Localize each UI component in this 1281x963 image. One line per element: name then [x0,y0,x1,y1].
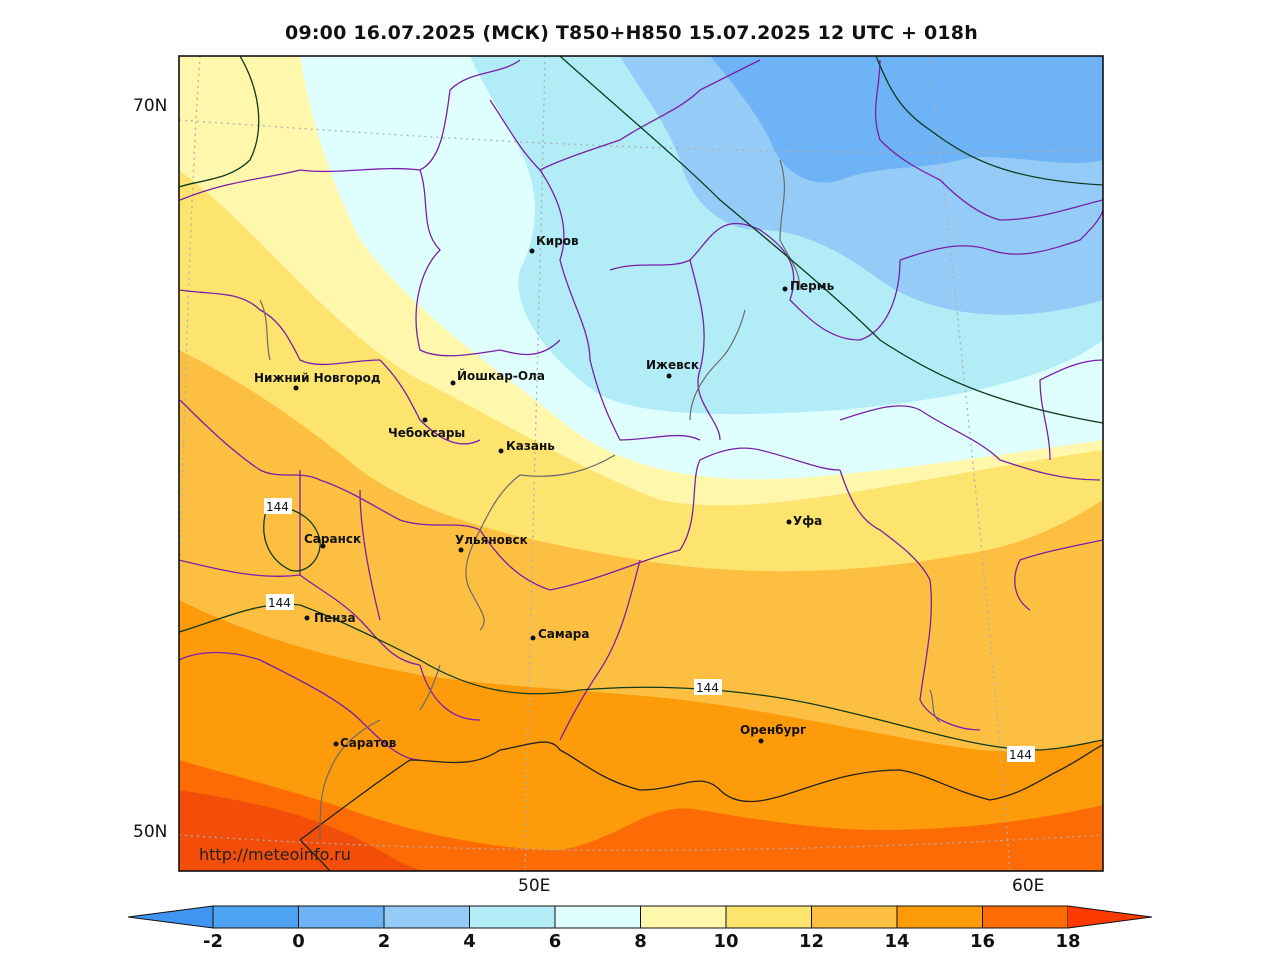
colorbar-segment [982,905,1069,929]
city-label-ulyanovsk: Ульяновск [455,533,528,547]
city-dot-penza [304,615,310,621]
city-label-kirov: Киров [536,234,579,248]
colorbar-tick-label: 10 [713,931,739,952]
city-dot-ufa [786,519,792,525]
city-label-kazan: Казань [506,439,555,453]
city-dot-nizhny [293,385,299,391]
colorbar-tick-label: 12 [798,931,825,952]
lon-label-60e: 60E [1012,876,1045,896]
city-label-ufa: Уфа [793,514,822,528]
svg-text:144: 144 [268,596,291,610]
colorbar-segment [896,905,983,929]
city-dot-orenburg [758,738,764,744]
colorbar-segment [811,905,898,929]
city-dot-saratov [333,741,339,747]
city-label-saratov: Саратов [340,736,397,750]
city-dot-samara [530,635,536,641]
city-label-penza: Пенза [314,611,356,625]
city-label-izhevsk: Ижевск [646,358,699,372]
city-dot-saransk [320,543,326,549]
city-dot-ulyanovsk [458,547,464,553]
colorbar-segment [212,905,299,929]
colorbar-segment [640,905,727,929]
graticule [179,56,1103,871]
colorbar-tick-label: 4 [463,931,476,952]
city-label-perm: Пермь [790,279,835,293]
lat-label-70n: 70N [133,96,168,116]
city-dot-yoshkar [450,380,456,386]
lon-label-50e: 50E [518,876,551,896]
colorbar-segment [383,905,470,929]
colorbar-segment [469,905,556,929]
map-title: 09:00 16.07.2025 (МСК) T850+H850 15.07.2… [285,22,978,44]
colorbar-tick-label: -2 [203,931,223,952]
city-label-cheboksary: Чебоксары [388,426,465,440]
cities: Киров Пермь Нижний Новгород Йошкар-Ола И… [254,234,835,750]
watermark: http://meteoinfo.ru [199,845,351,864]
colorbar [127,905,1153,929]
colorbar-tick-label: 14 [884,931,910,952]
temperature-fill: 144 144 144 144 Киров Пермь Нижний Новго… [179,56,1103,871]
city-label-orenburg: Оренбург [740,723,806,737]
height-contours [179,56,1103,751]
colorbar-tick-label: 8 [634,931,647,952]
colorbar-segment [298,905,385,929]
country-border [299,741,1103,841]
svg-text:144: 144 [1009,748,1032,762]
city-label-saransk: Саранск [304,532,361,546]
rivers [259,159,941,841]
colorbar-tick-label: 6 [548,931,562,952]
colorbar-tick-label: 18 [1055,931,1081,952]
contour-labels: 144 144 144 144 [264,498,1035,762]
city-dot-izhevsk [666,373,672,379]
city-label-nizhny: Нижний Новгород [254,371,381,385]
map-frame [178,55,1104,872]
colorbar-segment [554,905,641,929]
city-dot-kazan [498,448,504,454]
region-borders [179,59,1103,761]
colorbar-tick-label: 16 [969,931,996,952]
colorbar-right-arrow [1068,906,1152,928]
city-dot-cheboksary [422,417,428,423]
svg-text:144: 144 [696,681,719,695]
city-dot-perm [782,286,788,292]
colorbar-tick-label: 2 [377,931,391,952]
svg-text:144: 144 [266,500,289,514]
city-label-samara: Самара [538,627,590,641]
colorbar-segment [725,905,812,929]
lat-label-50n: 50N [133,822,168,842]
colorbar-left-arrow [128,906,213,928]
city-label-yoshkar: Йошкар-Ола [457,368,545,383]
colorbar-tick-label: 0 [292,931,305,952]
city-dot-kirov [529,248,535,254]
